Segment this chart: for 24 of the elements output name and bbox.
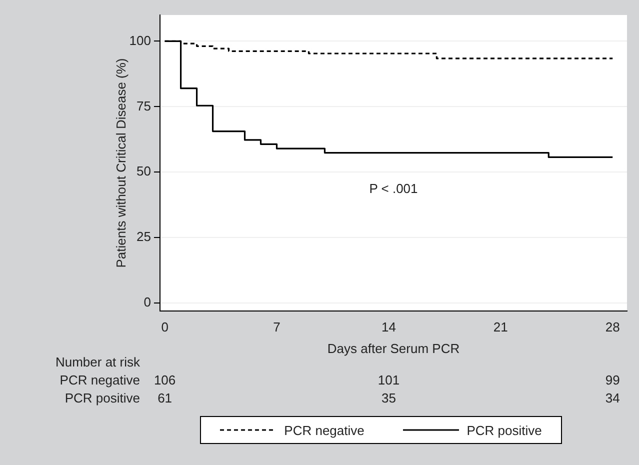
text: 35 [381, 390, 396, 406]
x-tick-label: 0 [161, 319, 168, 334]
legend-label: PCR negative [284, 422, 364, 438]
y-tick-label: 25 [136, 229, 151, 244]
x-axis-title: Days after Serum PCR [327, 340, 460, 356]
text: 106 [154, 372, 176, 388]
x-tick-label: 7 [273, 319, 280, 334]
x-tick-label: 21 [493, 319, 508, 334]
text: Number at risk [55, 354, 140, 370]
text: 99 [605, 372, 620, 388]
text: 101 [378, 372, 400, 388]
y-tick-label: 75 [136, 98, 151, 114]
annotation: P < .001 [369, 181, 418, 196]
legend-label: PCR positive [466, 422, 542, 438]
text: 34 [605, 390, 620, 406]
text: 61 [158, 390, 172, 406]
x-tick-label: 28 [605, 319, 620, 334]
x-tick-label: 14 [381, 319, 396, 334]
y-tick-label: 100 [129, 32, 151, 48]
y-tick-label: 50 [136, 164, 151, 179]
text: PCR positive [64, 390, 140, 406]
y-axis-title: Patients without Critical Disease (%) [113, 58, 128, 268]
y-tick-label: 0 [144, 294, 151, 310]
text: PCR negative [60, 372, 140, 388]
